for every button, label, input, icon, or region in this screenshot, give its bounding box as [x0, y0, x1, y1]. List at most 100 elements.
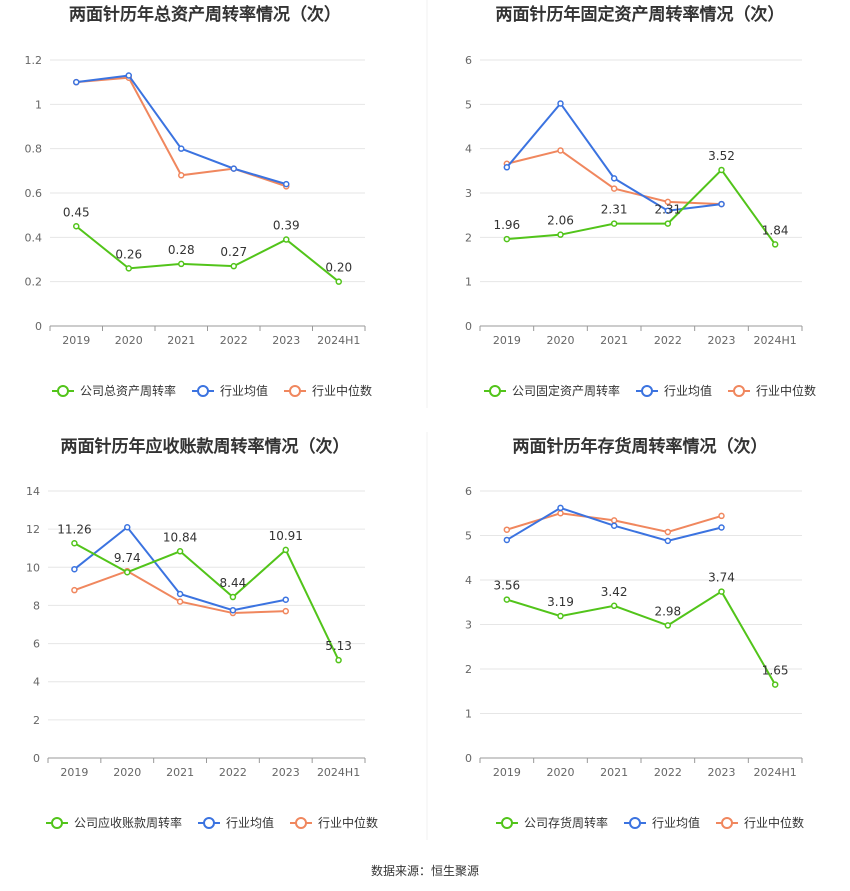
legend-label: 行业中位数 [318, 815, 378, 830]
x-tick-label: 2023 [272, 334, 300, 347]
y-tick-label: 3 [465, 187, 472, 200]
data-point [557, 100, 564, 107]
y-tick-label: 1 [465, 276, 472, 289]
y-tick-label: 0.8 [25, 143, 43, 156]
y-tick-label: 6 [465, 54, 472, 67]
chart-title: 两面针历年固定资产周转率情况（次） [496, 4, 785, 25]
chart-panel-1: 两面针历年总资产周转率情况（次） 0 0.2 0.4 0.6 0.8 1 1.2 2019 202… [25, 4, 373, 398]
data-point [503, 536, 511, 544]
y-tick-label: 0 [35, 320, 42, 333]
series-line-company [506, 590, 777, 686]
data-point [283, 236, 290, 243]
data-point [176, 598, 184, 605]
data-point [229, 593, 237, 601]
legend-item: 行业中位数 [284, 383, 372, 398]
legend-swatch-marker [289, 385, 301, 397]
data-label: 2.31 [601, 203, 628, 217]
data-label: 0.27 [220, 245, 247, 259]
x-tick-label: 2023 [272, 766, 300, 779]
data-point [557, 231, 564, 238]
data-label: 1.65 [762, 664, 789, 678]
x-tick-label: 2021 [600, 334, 628, 347]
y-tick-label: 10 [26, 561, 40, 574]
chart-title: 两面针历年应收账款周转率情况（次） [61, 436, 350, 457]
series-line-industry-average [76, 74, 287, 186]
y-tick-label: 0.6 [25, 187, 43, 200]
data-label: 9.74 [114, 551, 141, 565]
data-point [718, 200, 725, 208]
y-tick-label: 3 [465, 619, 472, 632]
legend-swatch-marker [51, 817, 63, 829]
chart-panel-4: 两面针历年存货周转率情况（次） 0 1 2 3 4 5 6 2019 2020 2021 2022 20… [465, 436, 804, 830]
data-point [718, 166, 725, 174]
data-point [557, 612, 564, 620]
x-tick-label: 2024H1 [754, 766, 797, 779]
data-point [557, 147, 564, 154]
legend-swatch-marker [733, 385, 745, 397]
legend-item: 行业中位数 [290, 815, 378, 830]
data-label: 0.28 [168, 243, 195, 257]
legend-label: 行业中位数 [756, 383, 816, 398]
legend-swatch-marker [295, 817, 307, 829]
data-source-note: 数据来源：恒生聚源 [371, 863, 479, 878]
x-tick-label: 2021 [600, 766, 628, 779]
legend-item: 行业均值 [636, 383, 712, 398]
data-label: 8.44 [220, 576, 247, 590]
data-label: 1.96 [493, 218, 520, 232]
x-tick-label: 2020 [115, 334, 143, 347]
data-point [718, 524, 725, 531]
data-point [771, 681, 779, 688]
legend-swatch-marker [489, 385, 501, 397]
data-point [124, 568, 131, 576]
data-label: 1.84 [762, 223, 789, 237]
y-tick-label: 0.4 [25, 231, 43, 244]
data-point [282, 607, 289, 615]
y-tick-label: 1.2 [25, 54, 43, 67]
legend-item: 公司固定资产周转率 [484, 383, 620, 398]
x-tick-label: 2019 [62, 334, 90, 347]
data-point [664, 528, 672, 536]
x-tick-label: 2022 [220, 334, 248, 347]
y-tick-label: 5 [465, 98, 472, 111]
data-point [335, 278, 342, 285]
x-tick-label: 2020 [113, 766, 141, 779]
series-line-industry-average [506, 101, 722, 212]
y-tick-label: 4 [465, 574, 472, 587]
y-tick-label: 1 [465, 708, 472, 721]
data-point [610, 175, 618, 182]
data-point [610, 602, 618, 610]
data-label: 3.74 [708, 571, 735, 585]
y-tick-label: 6 [33, 638, 40, 651]
data-label: 3.56 [493, 579, 520, 593]
data-point [282, 596, 289, 603]
x-tick-label: 2024H1 [317, 766, 360, 779]
legend-swatch-marker [721, 817, 733, 829]
legend-item: 行业中位数 [728, 383, 816, 398]
data-point [664, 220, 672, 227]
data-point [718, 588, 725, 595]
x-tick-label: 2019 [60, 766, 88, 779]
legend-swatch-marker [501, 817, 513, 829]
data-label: 3.52 [708, 149, 735, 163]
chart-panel-2: 两面针历年固定资产周转率情况（次） 0 1 2 3 4 5 6 2019 2020 2021 2022… [465, 4, 816, 398]
legend-label: 行业均值 [220, 383, 268, 398]
x-tick-label: 2024H1 [317, 334, 360, 347]
legend-label: 行业均值 [664, 383, 712, 398]
y-tick-label: 4 [465, 143, 472, 156]
legend-item: 公司存货周转率 [496, 815, 608, 830]
legend-item: 行业均值 [198, 815, 274, 830]
data-point [124, 523, 131, 531]
data-point [230, 165, 237, 172]
data-label: 0.39 [273, 219, 300, 233]
data-point [557, 510, 564, 517]
data-point [771, 241, 779, 248]
data-point [71, 540, 78, 547]
legend-label: 公司固定资产周转率 [512, 383, 620, 398]
y-tick-label: 14 [26, 485, 40, 498]
data-point [503, 526, 511, 533]
legend-label: 行业均值 [652, 815, 700, 830]
chart-title: 两面针历年存货周转率情况（次） [513, 436, 768, 457]
y-tick-label: 5 [465, 530, 472, 543]
chart-title: 两面针历年总资产周转率情况（次） [69, 4, 341, 25]
legend-item: 公司总资产周转率 [52, 383, 176, 398]
